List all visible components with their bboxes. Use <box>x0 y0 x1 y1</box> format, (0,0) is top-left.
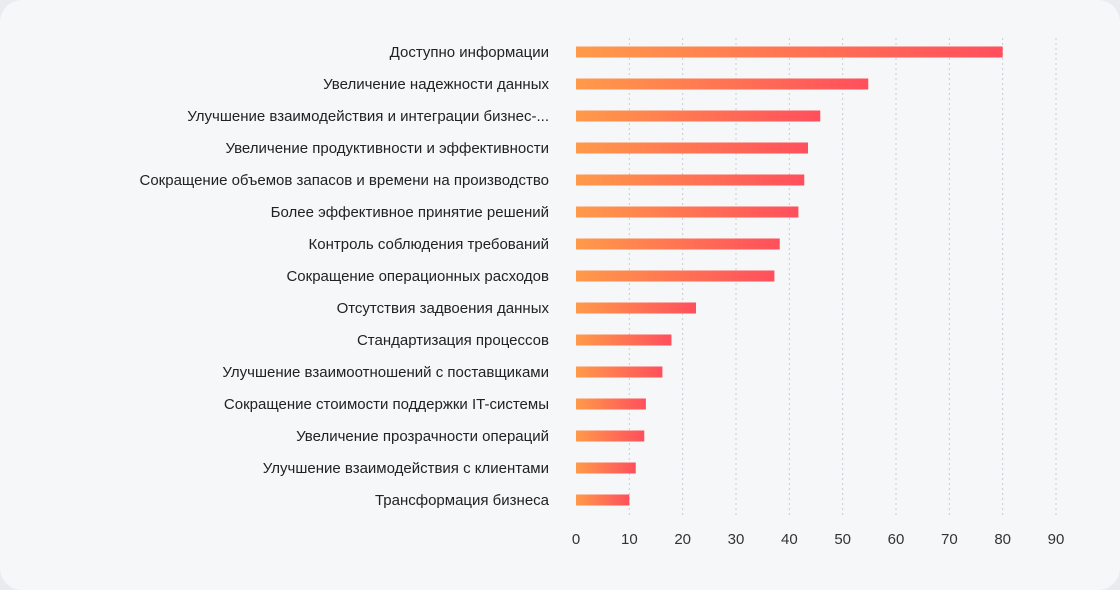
bar <box>576 142 808 154</box>
bar <box>576 366 663 378</box>
bar <box>576 398 646 410</box>
category-label: Улучшение взаимоотношений с поставщиками <box>222 364 549 381</box>
x-tick-label: 90 <box>1048 531 1065 548</box>
category-label: Более эффективное принятие решений <box>271 204 549 221</box>
category-label: Увеличение надежности данных <box>323 76 549 93</box>
bar <box>576 238 780 250</box>
bar <box>576 334 672 346</box>
category-label: Увеличение прозрачности операций <box>296 428 549 445</box>
x-tick-label: 20 <box>674 531 691 548</box>
category-label: Увеличение продуктивности и эффективност… <box>225 140 549 157</box>
bars <box>576 46 1003 506</box>
bar <box>576 270 775 282</box>
category-label: Улучшение взаимодействия с клиентами <box>263 460 549 477</box>
category-label: Стандартизация процессов <box>357 332 549 349</box>
category-label: Сокращение стоимости поддержки IT-систем… <box>224 396 549 413</box>
bar <box>576 206 799 218</box>
x-tick-label: 50 <box>834 531 851 548</box>
x-tick-label: 40 <box>781 531 798 548</box>
category-label: Сокращение операционных расходов <box>286 268 549 285</box>
category-labels: Доступно информации Увеличение надежности… <box>139 44 549 509</box>
bar <box>576 462 636 474</box>
x-axis-ticks: 0 10 20 30 40 50 60 70 80 90 <box>572 531 1065 548</box>
bar <box>576 302 696 314</box>
category-label: Доступно информации <box>390 44 549 61</box>
bar <box>576 430 645 442</box>
bar <box>576 78 869 90</box>
category-label: Контроль соблюдения требований <box>309 236 549 253</box>
category-label: Улучшение взаимодействия и интеграции би… <box>187 108 549 125</box>
x-tick-label: 80 <box>994 531 1011 548</box>
x-tick-label: 70 <box>941 531 958 548</box>
category-label: Отсутствия задвоения данных <box>337 300 550 317</box>
x-tick-label: 30 <box>728 531 745 548</box>
bar <box>576 174 805 186</box>
bar <box>576 494 630 506</box>
category-label: Сокращение объемов запасов и времени на … <box>139 172 549 189</box>
bar <box>576 46 1003 58</box>
x-tick-label: 10 <box>621 531 638 548</box>
x-tick-label: 0 <box>572 531 580 548</box>
category-label: Трансформация бизнеса <box>375 492 550 509</box>
bar <box>576 110 821 122</box>
x-tick-label: 60 <box>888 531 905 548</box>
